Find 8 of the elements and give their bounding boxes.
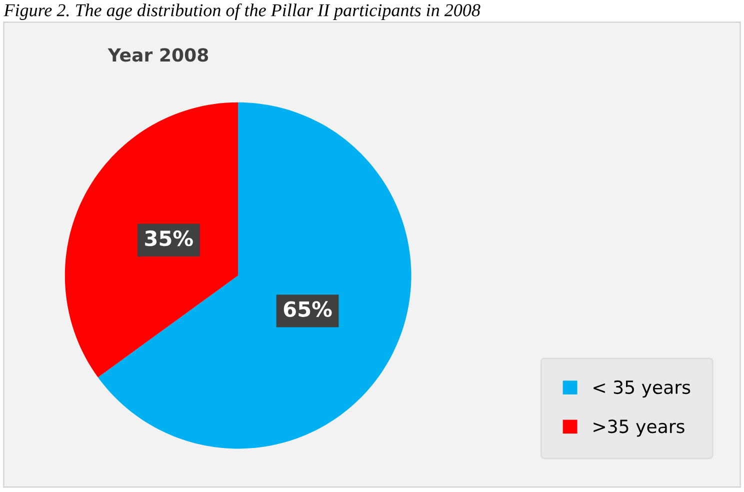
chart-title: Year 2008 — [108, 48, 208, 62]
pie-slice — [64, 102, 238, 378]
data-label: 65% — [284, 301, 332, 317]
pie-slice — [98, 102, 412, 449]
data-label: 35% — [145, 230, 193, 246]
legend-label: < 35 years — [594, 380, 690, 398]
legend-label: >35 years — [594, 420, 684, 437]
caption: Figure 2. The age distribution of the Pillar II participants in 2008 — [4, 3, 480, 20]
